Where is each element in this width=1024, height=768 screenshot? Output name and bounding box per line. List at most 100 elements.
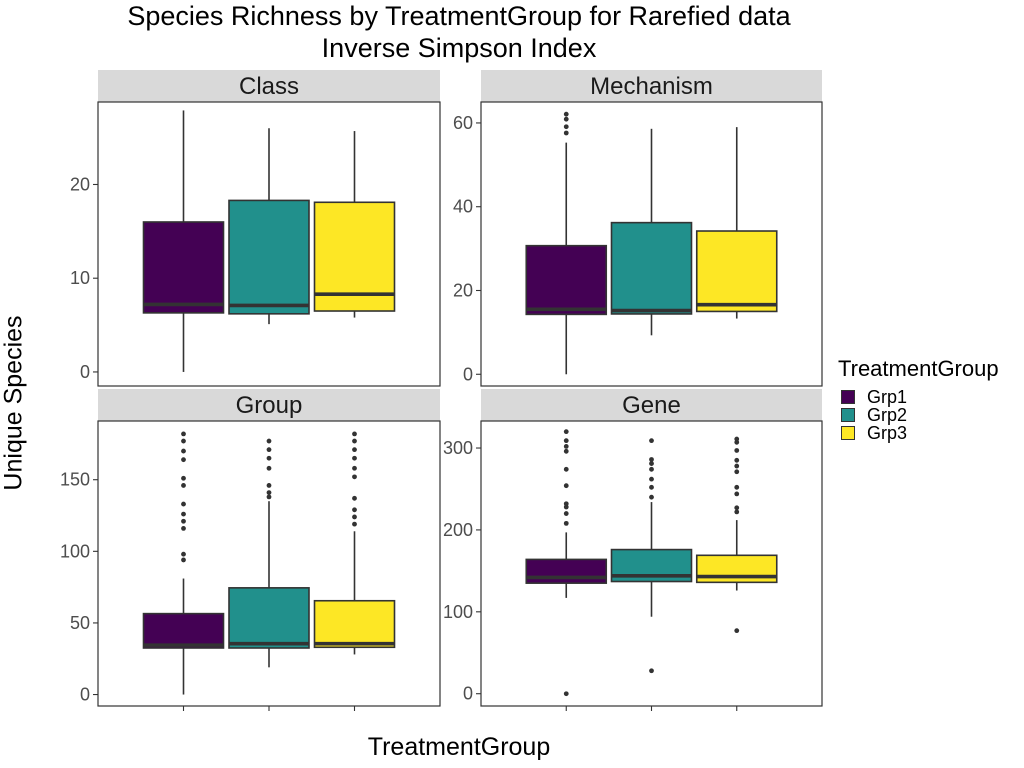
chart-subtitle: Inverse Simpson Index xyxy=(321,33,597,63)
outlier-point-gene-grp1-10 xyxy=(563,429,569,435)
outlier-point-group-grp2-0 xyxy=(266,494,272,500)
outlier-point-gene-grp1-6 xyxy=(563,466,569,472)
outlier-point-group-grp2-1 xyxy=(266,490,272,496)
box-group-grp3 xyxy=(313,599,396,649)
outlier-point-gene-grp3-3 xyxy=(734,491,740,497)
box-mechanism-grp2 xyxy=(610,221,693,315)
outlier-point-gene-grp2-3 xyxy=(649,476,654,482)
panel-title-mechanism: Mechanism xyxy=(590,73,713,100)
outlier-point-gene-grp1-2 xyxy=(563,511,569,516)
outlier-point-gene-grp2-2 xyxy=(649,484,654,490)
outlier-point-group-grp3-6 xyxy=(352,455,357,461)
y-tick-label-mechanism-40: 40 xyxy=(453,197,473,217)
outlier-point-gene-grp1-8 xyxy=(563,443,569,449)
outlier-point-group-grp1-2 xyxy=(181,526,186,531)
box-mechanism-grp3 xyxy=(695,230,778,313)
outlier-point-group-grp2-6 xyxy=(266,438,272,444)
panel-title-group: Group xyxy=(236,392,303,419)
outlier-point-group-grp1-7 xyxy=(181,475,186,481)
outlier-point-mechanism-grp1-2 xyxy=(563,116,569,122)
legend-item-grp1: Grp1 xyxy=(838,386,999,407)
y-tick-label-class-0: 0 xyxy=(80,362,90,382)
outlier-point-gene-grp2-5 xyxy=(649,461,654,466)
box-class-grp2 xyxy=(228,199,310,315)
y-tick-label-group-150: 150 xyxy=(60,470,90,490)
panel-strip-class xyxy=(98,70,440,102)
y-tick-label-gene-200: 200 xyxy=(443,520,473,540)
outlier-point-gene-grp1-9 xyxy=(563,438,569,444)
y-tick-label-class-10: 10 xyxy=(70,268,90,288)
box-mechanism-grp1 xyxy=(525,244,608,316)
outlier-point-group-grp1-3 xyxy=(181,518,186,524)
outlier-point-group-grp2-2 xyxy=(266,483,272,488)
legend-item-grp3: Grp3 xyxy=(838,422,999,443)
outlier-point-group-grp1-4 xyxy=(181,511,186,517)
y-tick-label-mechanism-0: 0 xyxy=(463,364,473,384)
panel-strip-mechanism xyxy=(481,70,822,102)
outlier-point-gene-grp1-7 xyxy=(563,448,569,454)
outlier-point-group-grp2-3 xyxy=(266,465,272,471)
outlier-point-mechanism-grp1-3 xyxy=(563,111,569,117)
y-tick-label-gene-100: 100 xyxy=(443,602,473,622)
box-group-grp1 xyxy=(142,612,225,649)
legend-label-grp1: Grp1 xyxy=(867,386,908,407)
y-tick-label-group-50: 50 xyxy=(70,613,90,633)
y-tick-label-mechanism-60: 60 xyxy=(453,113,473,133)
outlier-point-group-grp3-9 xyxy=(352,431,357,437)
outlier-point-gene-grp3-7 xyxy=(734,457,740,463)
outlier-point-group-grp3-7 xyxy=(352,447,357,453)
legend-swatch-grp1 xyxy=(841,390,855,404)
outlier-point-gene-grp2-6 xyxy=(649,457,654,462)
outlier-point-group-grp3-4 xyxy=(352,474,357,480)
outlier-point-group-grp2-5 xyxy=(266,447,272,453)
outlier-point-gene-grp3-5 xyxy=(734,469,740,475)
legend-item-grp2: Grp2 xyxy=(838,404,999,425)
outlier-point-group-grp1-8 xyxy=(181,457,186,463)
outlier-point-gene-grp3-10 xyxy=(734,436,740,442)
outlier-point-gene-grp3-8 xyxy=(734,448,740,453)
outlier-point-gene-grp1-5 xyxy=(563,483,569,489)
outlier-point-gene-grp3-4 xyxy=(734,484,740,490)
legend: TreatmentGroup Grp1 Grp2 Grp3 xyxy=(838,356,999,443)
y-tick-label-gene-300: 300 xyxy=(443,438,473,458)
outlier-point-gene-grp3-0 xyxy=(734,628,740,634)
outlier-point-mechanism-grp1-0 xyxy=(563,130,569,136)
legend-label-grp3: Grp3 xyxy=(867,422,908,443)
y-tick-label-class-20: 20 xyxy=(70,174,90,194)
outlier-point-group-grp3-0 xyxy=(352,521,357,527)
outlier-point-group-grp1-10 xyxy=(181,438,186,444)
outlier-point-group-grp1-9 xyxy=(181,448,186,454)
legend-title: TreatmentGroup xyxy=(838,356,999,381)
outlier-point-gene-grp2-1 xyxy=(649,494,654,500)
outlier-point-group-grp3-8 xyxy=(352,438,357,444)
outlier-point-group-grp3-5 xyxy=(352,465,357,471)
y-tick-label-group-100: 100 xyxy=(60,541,90,561)
y-tick-label-gene-0: 0 xyxy=(463,684,473,704)
outlier-point-mechanism-grp1-1 xyxy=(563,124,569,130)
outlier-point-group-grp3-1 xyxy=(352,514,357,520)
outlier-point-group-grp3-3 xyxy=(352,495,357,501)
outlier-point-gene-grp1-0 xyxy=(563,691,569,697)
chart-title: Species Richness by TreatmentGroup for R… xyxy=(127,1,791,31)
outlier-point-gene-grp3-2 xyxy=(734,505,740,511)
legend-swatch-grp3 xyxy=(841,426,855,440)
legend-swatch-grp2 xyxy=(841,408,855,422)
outlier-point-gene-grp2-7 xyxy=(649,438,654,444)
outlier-point-gene-grp2-4 xyxy=(649,466,654,472)
box-gene-grp1 xyxy=(525,558,608,584)
box-group-grp2 xyxy=(228,587,310,649)
outlier-point-group-grp3-2 xyxy=(352,507,357,513)
legend-label-grp2: Grp2 xyxy=(867,404,908,425)
panel-title-gene: Gene xyxy=(622,392,681,419)
outlier-point-group-grp1-5 xyxy=(181,501,186,507)
panel-strip-gene xyxy=(481,389,822,421)
y-tick-label-mechanism-20: 20 xyxy=(453,280,473,300)
outlier-point-gene-grp3-1 xyxy=(734,509,740,515)
panel-title-class: Class xyxy=(239,73,299,100)
chart-title-block: Species Richness by TreatmentGroup for R… xyxy=(0,0,918,64)
x-axis-label: TreatmentGroup xyxy=(367,733,551,761)
outlier-point-group-grp1-1 xyxy=(181,551,186,557)
outlier-point-gene-grp2-0 xyxy=(649,668,654,674)
y-tick-label-group-0: 0 xyxy=(80,685,90,705)
